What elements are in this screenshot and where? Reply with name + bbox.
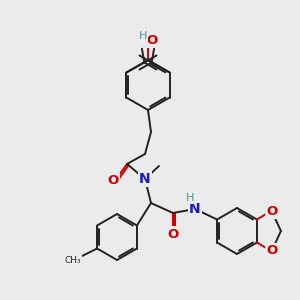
Text: O: O (167, 227, 178, 241)
Text: O: O (107, 175, 118, 188)
Text: H: H (139, 31, 147, 41)
Text: H: H (186, 193, 194, 203)
Text: O: O (266, 244, 278, 257)
Text: O: O (146, 34, 158, 46)
Text: CH₃: CH₃ (65, 256, 81, 265)
Text: N: N (139, 172, 151, 186)
Text: O: O (266, 205, 278, 218)
Text: N: N (189, 202, 201, 216)
